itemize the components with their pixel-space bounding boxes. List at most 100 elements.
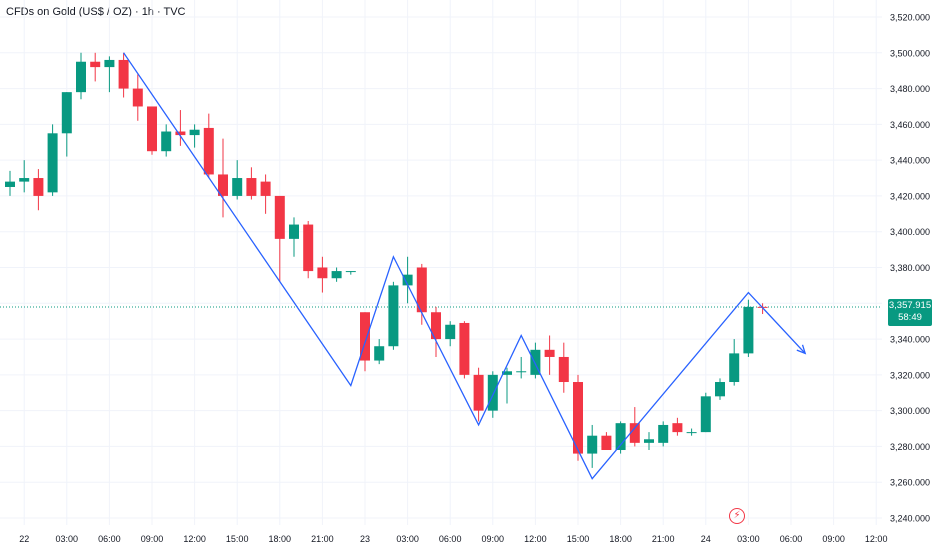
time-tick-label: 12:00 [524,534,547,544]
bearish-candle [303,220,314,279]
bullish-candle [743,299,754,357]
price-tick-label: 3,520.000 [890,13,930,23]
time-axis[interactable]: 002203:0006:0009:0012:0015:0018:0021:002… [0,534,887,544]
time-tick-label: 03:00 [737,534,760,544]
candle-body [445,324,456,340]
time-tick-label: 21:00 [311,534,334,544]
candle-body [715,382,725,397]
candle-body [76,61,86,93]
candle-body [530,349,541,375]
bearish-candle [317,256,328,293]
candle-body [232,178,243,196]
price-tick-label: 3,380.000 [890,263,930,273]
bearish-candle [90,52,101,82]
bullish-candle [644,432,654,451]
candle-body [218,174,228,196]
bullish-candle [161,124,172,157]
candle-body [743,306,754,354]
chart-title: CFDs on Gold (US$ / OZ) · 1h · TVC [6,6,186,18]
candle-body [700,396,711,433]
time-tick-label: 09:00 [141,534,164,544]
bullish-candle [587,424,598,468]
candle-body [658,424,669,443]
price-tick-label: 3,280.000 [890,442,930,452]
candle-body [132,88,143,107]
bullish-candle [658,421,669,447]
arrowhead [796,344,807,355]
candle-body [672,423,683,433]
bearish-candle [473,367,484,422]
candle-body [317,267,328,279]
bullish-candle [516,356,527,379]
time-tick-label: 23 [360,534,370,544]
price-tick-label: 3,320.000 [890,370,930,380]
bullish-candle [502,367,512,404]
bearish-candle [629,407,640,447]
candle-body [431,312,441,340]
time-tick-label: 12:00 [865,534,888,544]
bearish-candle [573,374,583,461]
time-tick-label: 21:00 [652,534,675,544]
time-tick-label: 09:00 [482,534,505,544]
candle-body [644,439,654,443]
bullish-candle [345,271,356,275]
last-price-tag: 3,357.915 58:49 [888,299,932,326]
zigzag-pattern-line[interactable] [123,52,807,480]
bearish-candle [274,195,285,282]
price-axis[interactable]: 3,520.000 3,500.000 3,480.000 3,460.000 3,44… [882,0,932,550]
candle-body [459,322,470,375]
candle-body [203,127,214,175]
candle-body [289,224,299,239]
bearish-candle [544,335,555,375]
bullish-candle [76,52,86,100]
bullish-candle [700,392,711,433]
candle-body [374,346,385,361]
time-tick-label: 06:00 [98,534,121,544]
time-tick-label: 18:00 [609,534,632,544]
bearish-candle [175,110,186,146]
candle-body [175,131,186,136]
bullish-candle [615,421,626,454]
candle-body [345,271,356,273]
bearish-candle [672,417,683,436]
candle-body [601,435,612,451]
time-tick-label: 24 [701,534,711,544]
last-price-value: 3,357.915 [888,300,932,311]
bullish-candle [530,342,541,379]
price-tick-label: 3,400.000 [890,227,930,237]
bullish-candle [374,339,385,365]
candle-body [90,61,101,68]
bullish-candle [388,281,399,350]
time-tick-label: 18:00 [269,534,292,544]
time-tick-label: 03:00 [56,534,79,544]
price-tick-label: 3,260.000 [890,478,930,488]
candle-body [303,224,314,272]
candle-body [416,267,427,313]
bearish-candle [601,432,612,451]
candle-body [573,382,583,454]
bearish-candle [416,263,427,325]
candle-body [118,59,129,89]
candle-body [502,371,512,375]
candle-body [402,274,413,286]
bullish-candle [232,160,243,200]
candle-body [104,59,115,68]
bearish-candle [246,167,257,200]
time-tick-label: 06:00 [439,534,462,544]
candle-body [729,353,740,383]
candle-body [686,432,697,434]
candle-body [33,178,44,196]
bullish-candle [47,124,58,196]
candle-body [19,178,30,182]
time-tick-label: 06:00 [780,534,803,544]
bearish-candle [203,113,214,179]
candle-body [558,356,569,383]
price-tick-label: 3,300.000 [890,406,930,416]
bullish-candle [729,339,740,386]
bullish-candle [686,428,697,436]
lightning-icon[interactable]: ⚡ [729,508,745,524]
time-tick-label: 12:00 [183,534,206,544]
candle-body [47,133,58,193]
bullish-candle [715,378,725,400]
